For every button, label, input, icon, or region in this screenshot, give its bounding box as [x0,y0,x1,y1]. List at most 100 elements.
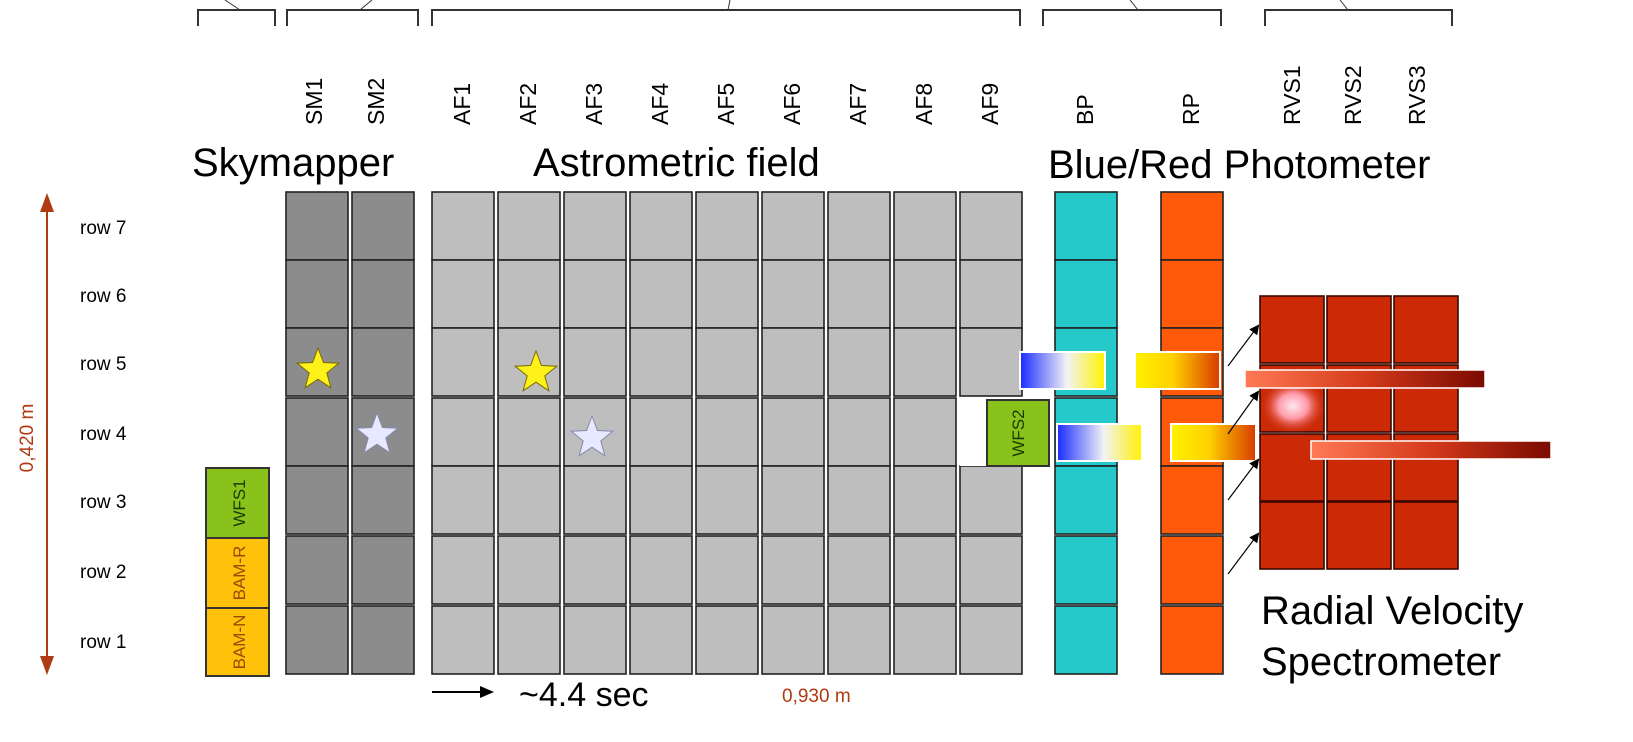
bracket-stub-2 [359,0,373,11]
rvs-ccd [1259,295,1325,364]
bracket-stub-4 [1129,0,1139,11]
af-ccd [629,465,693,535]
column-header: BP [1072,94,1098,125]
arrow-up-icon [40,193,54,212]
af-ccd [497,327,561,397]
af-ccd [431,397,495,467]
af-ccd [431,327,495,397]
sm-ccd [285,535,349,605]
bp-ccd [1054,605,1118,675]
star-markers [295,346,615,457]
blue-star-icon [354,411,400,454]
af-ccd [695,327,759,397]
rvs-arrow-icon [1227,532,1260,575]
column-header: RVS3 [1404,65,1430,125]
rvs-ccd [1259,501,1325,570]
af-ccd [629,259,693,329]
rvs-spectra [1244,369,1552,460]
af-ccd [695,259,759,329]
rp-ccd [1160,259,1224,329]
rvs-ccd [1326,295,1392,364]
af-ccd [761,259,825,329]
sm-ccd [351,327,415,397]
rvs-ccd [1393,501,1459,570]
rp-spectrum-upper [1134,351,1221,390]
rp-ccd [1160,535,1224,605]
bracket-stub-3 [727,0,731,11]
sm-ccd [285,465,349,535]
af-ccd [959,465,1023,535]
af-ccd [893,327,957,397]
column-header: RP [1178,93,1204,125]
af-ccd [629,397,693,467]
sm-ccd [351,535,415,605]
bracket-stub-1 [224,0,241,11]
column-header: AF1 [449,83,475,125]
yellow-star-icon [295,346,341,389]
af-ccd [497,397,561,467]
af-ccd [563,191,627,261]
af-ccd [431,191,495,261]
column-headers: SM1 SM2 AF1 AF2 AF3 AF4 AF5 AF6 AF7 AF8 AF9 BP RP RVS… [301,65,1430,125]
af-ccd [827,397,891,467]
row-label: row 4 [80,424,127,445]
bracket-bam [197,9,276,26]
bracket-af [431,9,1021,26]
bp-ccd-column [1054,191,1118,675]
af-ccd [827,259,891,329]
af-ccd [893,605,957,675]
rvs-ccd [1393,295,1459,364]
column-header: AF2 [515,83,541,125]
rp-spectrum-lower [1170,423,1257,462]
bp-spectrum-upper [1019,351,1106,390]
row-label: row 7 [80,218,126,239]
bam-r-label: BAM-R [230,546,249,601]
height-dimension: 0,420 m [17,193,54,675]
row-labels: row 7 row 6 row 5 row 4 row 3 row 2 row 1 [80,218,127,653]
af-ccd [959,191,1023,261]
af-ccd [695,397,759,467]
af-ccd [959,535,1023,605]
bam-r-device: BAM-R [205,537,270,609]
rvs-spectrum-lower [1310,440,1552,460]
column-header: AF9 [977,83,1003,125]
bam-n-label: BAM-N [230,615,249,670]
column-header: RVS2 [1340,65,1366,125]
skymapper-ccd-grid [285,191,415,675]
rvs-arrow-icon [1227,390,1260,435]
af-ccd [563,327,627,397]
column-header: SM2 [363,78,389,125]
column-header: RVS1 [1279,65,1305,125]
af-ccd [761,605,825,675]
af-ccd [497,191,561,261]
af-ccd [497,535,561,605]
af-ccd [827,605,891,675]
rp-ccd [1160,191,1224,261]
af-ccd [629,327,693,397]
af-ccd [761,535,825,605]
af-ccd [827,535,891,605]
column-header: AF6 [779,83,805,125]
af-ccd [563,605,627,675]
rvs-title-line2: Spectrometer [1261,640,1501,684]
sm-ccd [285,259,349,329]
rvs-input-arrows [1227,324,1260,575]
bp-ccd [1054,535,1118,605]
sm-ccd [285,605,349,675]
af-ccd [893,191,957,261]
af-ccd [497,259,561,329]
photometer-spectra [1019,351,1257,462]
column-header: SM1 [301,78,327,125]
bam-n-device: BAM-N [205,607,270,677]
af-ccd [563,259,627,329]
sm-ccd [351,259,415,329]
astrometric-ccd-grid [431,191,1023,675]
af-ccd [629,191,693,261]
wfs1-device: WFS1 [205,467,270,539]
rvs-title-line1: Radial Velocity [1261,589,1523,633]
af-ccd [761,465,825,535]
sm-ccd [285,191,349,261]
rvs-spectrum-upper [1244,369,1486,389]
width-label: 0,930 m [782,686,851,707]
